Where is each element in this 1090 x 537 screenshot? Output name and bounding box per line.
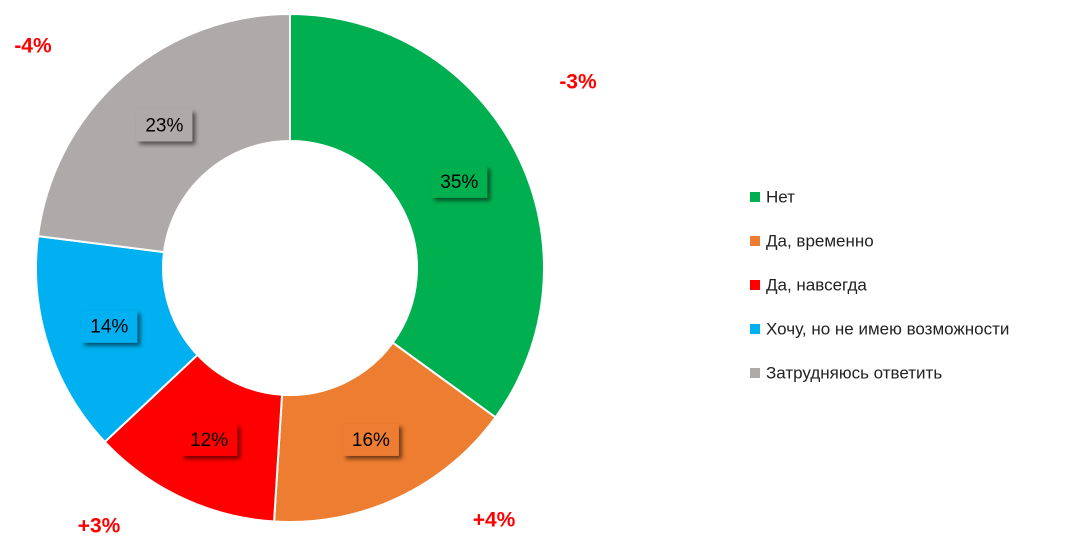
data-label: 14%: [90, 317, 128, 338]
label-box: [431, 165, 488, 198]
label-box: [342, 423, 399, 456]
data-label: 16%: [352, 430, 390, 451]
label-box: [181, 423, 238, 456]
legend-label: Да, временно: [766, 231, 874, 250]
legend-swatch: [750, 192, 760, 202]
legend-label: Да, навсегда: [766, 275, 867, 294]
donut-segment: [289, 12, 545, 419]
legend-swatch: [750, 368, 760, 378]
legend-swatch: [750, 280, 760, 290]
label-box: [136, 109, 193, 142]
legend-label: Затрудняюсь ответить: [766, 363, 942, 382]
change-annotation: -4%: [14, 35, 52, 58]
label-box: [81, 310, 138, 343]
change-annotation: +3%: [78, 515, 121, 537]
data-label: 35%: [440, 172, 478, 193]
legend-swatch: [750, 236, 760, 246]
change-annotation: +4%: [473, 509, 516, 532]
legend-label: Нет: [766, 187, 795, 206]
data-label: 23%: [145, 115, 183, 136]
legend-swatch: [750, 324, 760, 334]
legend-label: Хочу, но не имею возможности: [766, 319, 1009, 338]
change-annotation: -3%: [559, 71, 597, 94]
data-label: 12%: [190, 430, 228, 451]
